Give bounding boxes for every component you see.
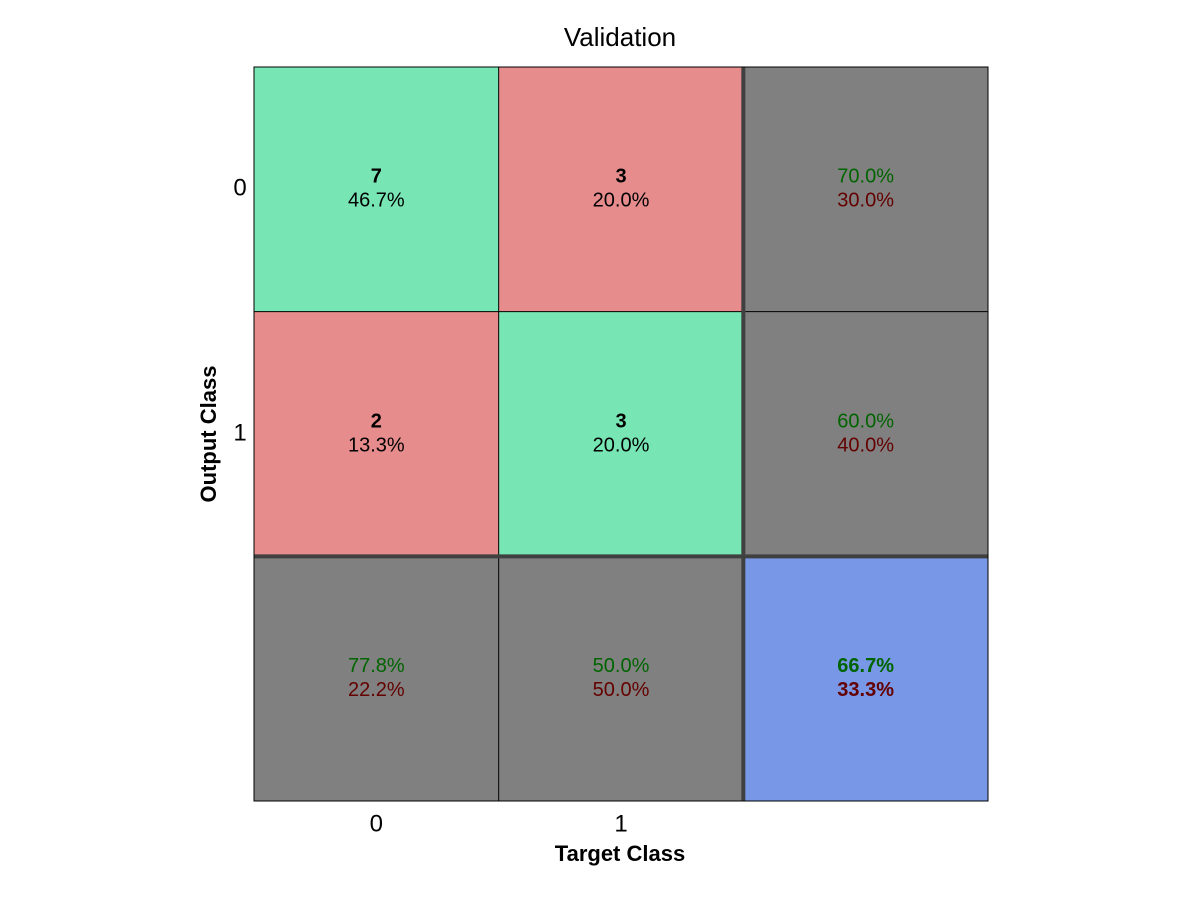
overall-accuracy-cell <box>743 556 988 801</box>
y-tick-label: 0 <box>233 175 246 202</box>
row-summary-correct-label: 70.0% <box>837 166 894 188</box>
cell-text-layer: 746.7%320.0%70.0%30.0%213.3%320.0%60.0%4… <box>348 166 894 701</box>
column-summary-incorrect-label: 22.2% <box>348 679 405 701</box>
column-summary-cell <box>254 556 499 801</box>
matrix-cell <box>498 67 744 312</box>
cell-count-label: 7 <box>371 166 382 188</box>
matrix-cell <box>498 311 744 557</box>
chart-title: Validation <box>564 22 676 52</box>
row-summary-incorrect-label: 30.0% <box>837 190 894 212</box>
cell-percent-label: 20.0% <box>593 434 650 456</box>
grid-lines-layer <box>253 66 989 802</box>
row-summary-cell <box>743 311 988 557</box>
cell-count-label: 2 <box>371 410 382 432</box>
row-summary-correct-label: 60.0% <box>837 410 894 432</box>
matrix-cell <box>254 67 499 312</box>
overall-correct-label: 66.7% <box>837 655 894 677</box>
x-tick-label: 0 <box>370 810 383 837</box>
column-summary-incorrect-label: 50.0% <box>593 679 650 701</box>
cell-percent-label: 46.7% <box>348 190 405 212</box>
row-summary-incorrect-label: 40.0% <box>837 434 894 456</box>
x-tick-label: 1 <box>614 810 627 837</box>
cell-count-label: 3 <box>615 166 626 188</box>
column-summary-correct-label: 77.8% <box>348 655 405 677</box>
column-summary-cell <box>498 556 744 801</box>
column-summary-correct-label: 50.0% <box>593 655 650 677</box>
cells-layer <box>254 67 988 801</box>
cell-percent-label: 13.3% <box>348 434 405 456</box>
matrix-border <box>253 66 989 802</box>
tick-labels: 0 0 1 1 <box>233 175 627 838</box>
row-summary-cell <box>743 67 988 312</box>
y-tick-label: 1 <box>233 419 246 446</box>
overall-incorrect-label: 33.3% <box>837 679 894 701</box>
matrix-cell <box>254 311 499 557</box>
cell-count-label: 3 <box>615 410 626 432</box>
x-axis-label: Target Class <box>555 841 685 866</box>
cell-percent-label: 20.0% <box>593 190 650 212</box>
y-axis-label: Output Class <box>196 366 221 503</box>
